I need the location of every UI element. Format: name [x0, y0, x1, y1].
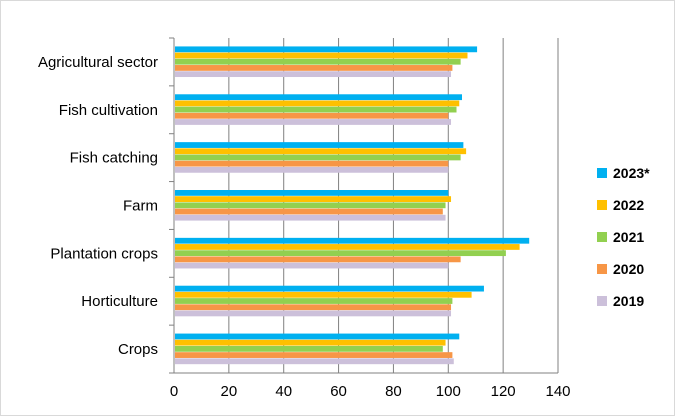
category-label: Agricultural sector [38, 54, 158, 71]
category-label: Crops [118, 341, 158, 358]
bar [175, 142, 464, 148]
bar [175, 256, 461, 263]
axes [169, 37, 558, 374]
x-tick-label: 40 [275, 383, 292, 400]
bar [175, 100, 460, 107]
legend-swatch [597, 200, 607, 210]
bar [175, 202, 446, 209]
x-tick-label: 0 [170, 383, 178, 400]
bar [175, 237, 530, 244]
bar [175, 298, 453, 304]
bar [175, 358, 454, 365]
bar [175, 310, 452, 317]
bars [175, 46, 530, 365]
bar [175, 71, 452, 78]
x-tick-label: 60 [330, 383, 347, 400]
legend-swatch [597, 296, 607, 306]
bar [175, 304, 452, 311]
x-tick-label: 120 [491, 383, 516, 400]
legend-label: 2022 [613, 197, 644, 213]
bar [175, 285, 484, 292]
bar [175, 345, 443, 352]
bar [175, 291, 472, 298]
legend-swatch [597, 232, 607, 242]
bar [175, 160, 449, 167]
category-label: Plantation crops [50, 245, 158, 262]
bar [175, 339, 446, 346]
bar [175, 46, 478, 53]
bar [175, 214, 446, 221]
x-tick-label: 20 [221, 383, 238, 400]
bar [175, 106, 457, 113]
bar [175, 166, 449, 173]
legend-label: 2021 [613, 229, 644, 245]
bar [175, 154, 461, 161]
bar [175, 352, 453, 358]
bar [175, 112, 449, 119]
bar [175, 190, 449, 196]
legend-label: 2023* [613, 165, 650, 181]
bar [175, 119, 452, 125]
legend-swatch [597, 168, 607, 178]
x-tick-label: 100 [436, 383, 461, 400]
bar [175, 148, 467, 155]
bar [175, 262, 449, 269]
legend-label: 2020 [613, 261, 644, 277]
x-tick-label: 80 [385, 383, 402, 400]
bar [175, 250, 506, 257]
category-label: Horticulture [81, 293, 158, 310]
category-label: Fish cultivation [59, 102, 158, 119]
bar [175, 65, 453, 71]
category-labels: Agricultural sector Fish cultivation Fish … [38, 54, 158, 358]
tick-labels: 0 20 40 60 80 100 120 140 [170, 383, 571, 400]
legend: 2023* 2022 2021 2020 2019 [597, 165, 650, 309]
category-label: Farm [123, 198, 158, 215]
legend-swatch [597, 264, 607, 274]
bar [175, 196, 452, 202]
bar [175, 58, 461, 65]
category-label: Fish catching [70, 150, 158, 167]
bar [175, 333, 460, 340]
x-tick-label: 140 [545, 383, 570, 400]
bar [175, 94, 462, 101]
bar [175, 244, 520, 250]
bar [175, 208, 443, 215]
legend-label: 2019 [613, 293, 644, 309]
bar [175, 52, 468, 59]
